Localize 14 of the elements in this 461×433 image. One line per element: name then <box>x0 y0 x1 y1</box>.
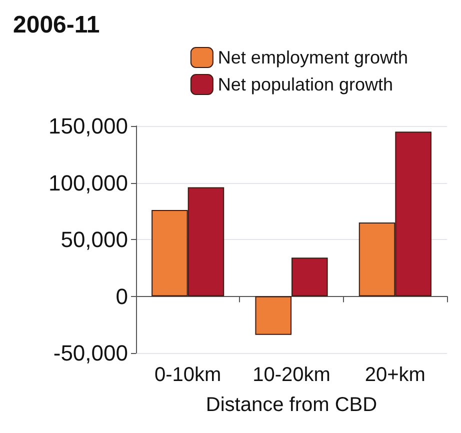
chart-title: 2006-11 <box>13 12 100 38</box>
x-tick-label: 10-20km <box>252 364 330 386</box>
y-tick-label: -50,000 <box>53 340 128 366</box>
x-tick-label: 20+km <box>364 364 426 386</box>
legend-label: Net population growth <box>218 74 394 94</box>
y-tick-label: 100,000 <box>48 170 128 196</box>
y-tick-label: 0 <box>116 284 128 309</box>
y-tick-label: 50,000 <box>60 227 128 252</box>
x-tick-label: 0-10km <box>154 364 222 386</box>
x-axis-title: Distance from CBD <box>206 394 378 416</box>
bar <box>292 258 328 296</box>
bar <box>255 296 292 335</box>
legend-label: Net employment growth <box>218 48 408 68</box>
y-tick-label: 150,000 <box>48 114 128 138</box>
